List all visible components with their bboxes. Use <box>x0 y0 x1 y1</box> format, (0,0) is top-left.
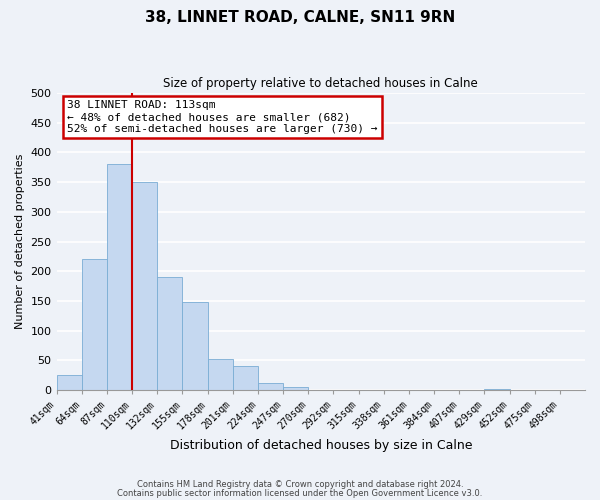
Text: 38 LINNET ROAD: 113sqm
← 48% of detached houses are smaller (682)
52% of semi-de: 38 LINNET ROAD: 113sqm ← 48% of detached… <box>67 100 377 134</box>
Bar <box>56 376 82 390</box>
Bar <box>132 182 157 390</box>
Bar <box>157 277 182 390</box>
Bar <box>484 389 509 390</box>
Title: Size of property relative to detached houses in Calne: Size of property relative to detached ho… <box>163 78 478 90</box>
Text: Contains HM Land Registry data © Crown copyright and database right 2024.: Contains HM Land Registry data © Crown c… <box>137 480 463 489</box>
Bar <box>107 164 132 390</box>
Bar <box>208 358 233 390</box>
Bar <box>233 366 258 390</box>
Text: 38, LINNET ROAD, CALNE, SN11 9RN: 38, LINNET ROAD, CALNE, SN11 9RN <box>145 10 455 25</box>
Bar <box>82 260 107 390</box>
Bar <box>182 302 208 390</box>
Y-axis label: Number of detached properties: Number of detached properties <box>15 154 25 330</box>
Bar <box>258 383 283 390</box>
X-axis label: Distribution of detached houses by size in Calne: Distribution of detached houses by size … <box>170 440 472 452</box>
Text: Contains public sector information licensed under the Open Government Licence v3: Contains public sector information licen… <box>118 489 482 498</box>
Bar <box>283 386 308 390</box>
